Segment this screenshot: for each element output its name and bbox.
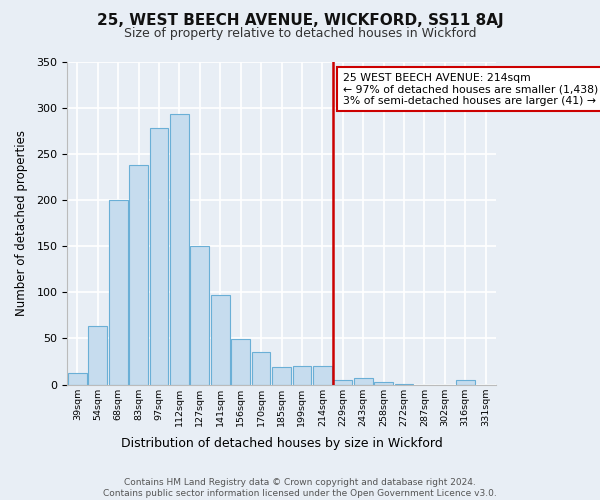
Bar [170, 114, 189, 384]
Bar [129, 165, 148, 384]
X-axis label: Distribution of detached houses by size in Wickford: Distribution of detached houses by size … [121, 437, 442, 450]
Text: Size of property relative to detached houses in Wickford: Size of property relative to detached ho… [124, 28, 476, 40]
Bar [374, 382, 393, 384]
Bar [190, 246, 209, 384]
Bar [149, 128, 169, 384]
Bar [354, 378, 373, 384]
Bar [231, 340, 250, 384]
Text: 25, WEST BEECH AVENUE, WICKFORD, SS11 8AJ: 25, WEST BEECH AVENUE, WICKFORD, SS11 8A… [97, 12, 503, 28]
Bar [252, 352, 271, 384]
Bar [313, 366, 332, 384]
Y-axis label: Number of detached properties: Number of detached properties [15, 130, 28, 316]
Bar [334, 380, 352, 384]
Bar [211, 295, 230, 384]
Bar [272, 367, 291, 384]
Bar [293, 366, 311, 384]
Bar [68, 372, 87, 384]
Text: 25 WEST BEECH AVENUE: 214sqm
← 97% of detached houses are smaller (1,438)
3% of : 25 WEST BEECH AVENUE: 214sqm ← 97% of de… [343, 72, 598, 106]
Text: Contains HM Land Registry data © Crown copyright and database right 2024.
Contai: Contains HM Land Registry data © Crown c… [103, 478, 497, 498]
Bar [109, 200, 128, 384]
Bar [88, 326, 107, 384]
Bar [456, 380, 475, 384]
